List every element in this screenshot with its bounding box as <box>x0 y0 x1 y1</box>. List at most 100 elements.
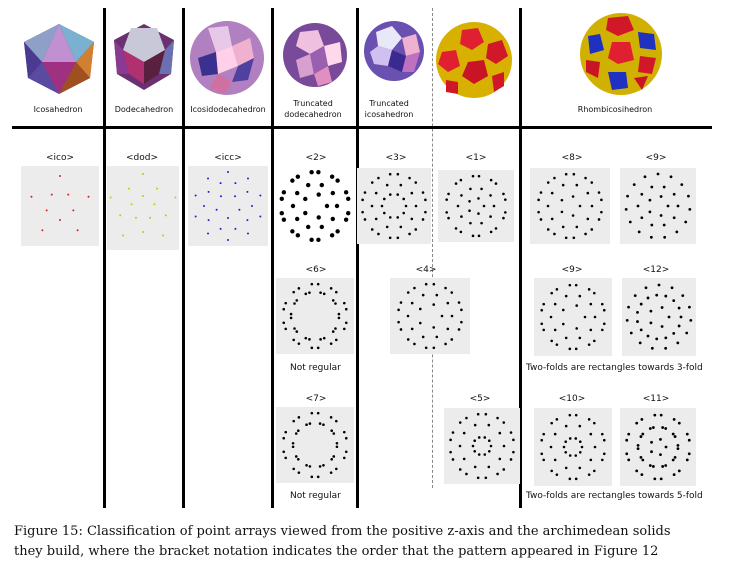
pattern-point <box>492 204 496 208</box>
pattern-point <box>512 450 515 454</box>
pattern-point <box>677 469 681 473</box>
pattern-point <box>388 172 392 176</box>
pattern-point <box>589 458 593 462</box>
pattern-point <box>410 327 414 331</box>
pattern-point <box>396 193 400 196</box>
pattern-point <box>590 228 594 231</box>
pattern-point <box>319 182 324 188</box>
pattern-point <box>76 229 79 232</box>
pattern-point <box>484 476 488 480</box>
pattern-point <box>656 172 660 176</box>
pattern-point <box>316 346 320 350</box>
pattern-point <box>564 236 568 240</box>
pattern-icc <box>188 166 268 246</box>
pattern-point <box>564 450 568 454</box>
column-divider-2 <box>182 8 185 508</box>
note-rectangles-5fold: Two-folds are rectangles towards 5-fold <box>526 491 703 501</box>
pattern-point <box>142 173 144 175</box>
pattern-point <box>291 441 295 445</box>
solid-label-truncated-dodecahedron: Truncated dodecahedron <box>284 99 342 119</box>
pattern-point <box>460 320 463 324</box>
truncated-icosahedron-colored-image <box>436 22 512 98</box>
pattern-point <box>680 183 684 186</box>
pattern-point <box>471 444 475 448</box>
pattern-point <box>342 430 346 434</box>
tag-11: <11> <box>642 394 670 404</box>
pattern-point <box>342 327 346 331</box>
pattern-point <box>329 287 333 290</box>
pattern-point <box>542 328 546 332</box>
pattern-point <box>296 429 300 432</box>
column-divider-4 <box>356 8 359 508</box>
pattern-point <box>308 422 312 425</box>
tag-10: <10> <box>558 394 586 404</box>
pattern-point <box>421 191 425 194</box>
pattern-point <box>319 338 322 341</box>
tag-2: <2> <box>305 153 327 163</box>
pattern-point <box>627 305 630 309</box>
pattern-point <box>295 233 301 238</box>
dodecahedron-image <box>114 24 174 90</box>
pattern-point <box>330 429 334 432</box>
pattern-point <box>540 322 544 326</box>
pattern-point <box>290 229 295 234</box>
pattern-point <box>602 438 606 442</box>
pattern-point <box>282 450 286 454</box>
pattern-point <box>440 314 444 318</box>
pattern-point <box>309 169 314 175</box>
solid-label-dodecahedron: Dodecahedron <box>114 105 174 114</box>
pattern-point <box>370 204 374 208</box>
pattern-point <box>291 445 295 449</box>
pattern-point <box>639 328 643 332</box>
pattern-point <box>382 197 386 201</box>
pattern-point <box>363 191 367 194</box>
pattern-point <box>458 468 462 471</box>
pattern-point <box>685 331 689 335</box>
pattern-point <box>685 432 689 436</box>
pattern-point <box>343 190 349 195</box>
pattern-point <box>477 197 480 200</box>
pattern-point <box>388 193 392 196</box>
pattern-point <box>662 185 666 189</box>
pattern-point <box>550 421 553 425</box>
pattern-point <box>564 424 568 428</box>
pattern-point <box>292 338 295 342</box>
pattern-point <box>207 190 210 193</box>
tag-3: <3> <box>385 153 407 163</box>
pattern-point <box>469 221 472 225</box>
pattern-point <box>335 338 338 342</box>
pattern-point <box>480 221 483 225</box>
pattern-point <box>660 325 664 328</box>
pattern-point <box>502 421 506 424</box>
pattern-point <box>553 328 557 332</box>
pattern-point <box>639 435 643 438</box>
pattern-point <box>578 204 582 208</box>
pattern-point <box>45 209 48 212</box>
pattern-point <box>587 418 591 421</box>
pattern-point <box>219 227 222 230</box>
pattern-point <box>465 472 468 476</box>
pattern-point <box>651 465 655 468</box>
tag-12: <12> <box>642 265 670 275</box>
pattern-point <box>546 228 550 231</box>
pattern-point <box>568 283 572 287</box>
pattern-point <box>586 217 590 221</box>
pattern-point <box>446 301 450 305</box>
pattern-point <box>473 439 477 443</box>
pattern-point <box>568 347 572 351</box>
pattern-point <box>456 204 460 208</box>
pattern-point <box>445 198 448 201</box>
pattern-point <box>308 338 311 341</box>
pattern-point <box>292 290 295 294</box>
pattern-point <box>670 286 674 290</box>
pattern-point <box>571 195 575 198</box>
pattern-point <box>292 419 295 423</box>
pattern-point <box>593 445 597 449</box>
pattern-point <box>444 286 447 290</box>
pattern-point <box>203 205 205 207</box>
pattern-point <box>259 194 262 197</box>
pattern-point <box>293 302 296 305</box>
pattern-point <box>649 235 653 239</box>
pattern-point <box>246 219 249 222</box>
pattern-point <box>329 233 335 238</box>
